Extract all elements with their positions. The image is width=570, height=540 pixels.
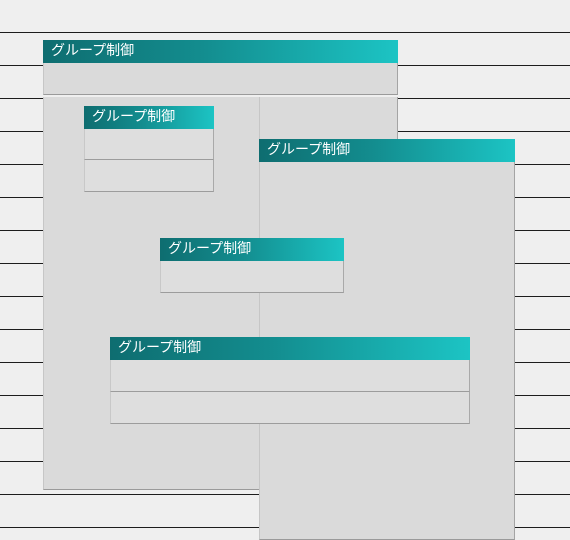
group-1-right-segment[interactable] <box>259 97 398 139</box>
group-2-title: グループ制御 <box>92 109 176 125</box>
group-5-cell-1[interactable] <box>110 360 470 392</box>
group-4-header[interactable]: グループ制御 <box>160 238 344 261</box>
group-4-title: グループ制御 <box>168 241 252 257</box>
group-2-header[interactable]: グループ制御 <box>84 106 214 129</box>
group-5-header[interactable]: グループ制御 <box>110 337 470 360</box>
group-2-cell-2[interactable] <box>84 160 214 192</box>
group-5-cell-2[interactable] <box>110 392 470 424</box>
group-3-title: グループ制御 <box>267 142 351 158</box>
group-4-cell-1[interactable] <box>160 261 344 293</box>
group-1-header[interactable]: グループ制御 <box>43 40 398 63</box>
group-5-title: グループ制御 <box>118 340 202 356</box>
group-1-title: グループ制御 <box>51 43 135 59</box>
row-separator <box>0 32 570 33</box>
group-2-cell-1[interactable] <box>84 128 214 160</box>
group-3-header[interactable]: グループ制御 <box>259 139 515 162</box>
group-1-row[interactable] <box>43 63 398 95</box>
